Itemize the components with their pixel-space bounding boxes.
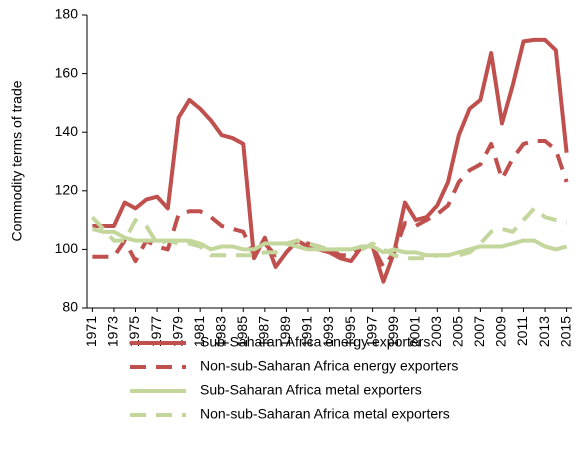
x-tick-label: 2005 — [450, 316, 466, 347]
x-tick-label: 2001 — [406, 316, 422, 347]
legend-label: Non-sub-Saharan Africa energy exporters — [200, 358, 458, 374]
x-tick-label: 1997 — [363, 316, 379, 347]
x-tick-label: 2003 — [428, 316, 444, 347]
x-tick-label: 2015 — [557, 316, 573, 347]
x-tick-label: 1989 — [277, 316, 293, 347]
x-tick-label: 1975 — [126, 316, 142, 347]
legend-label: Non-sub-Saharan Africa metal exporters — [200, 406, 450, 422]
x-tick-label: 1993 — [320, 316, 336, 347]
y-tick-label: 160 — [55, 64, 79, 80]
x-tick-label: 1995 — [342, 316, 358, 347]
x-tick-label: 2007 — [471, 316, 487, 347]
x-tick-label: 1979 — [169, 316, 185, 347]
x-tick-label: 1999 — [385, 316, 401, 347]
x-tick-label: 1983 — [212, 316, 228, 347]
y-tick-label: 80 — [62, 299, 78, 315]
x-tick-label: 1973 — [105, 316, 121, 347]
y-tick-label: 140 — [55, 123, 79, 139]
legend-label: Sub-Saharan Africa energy exporters — [200, 334, 430, 350]
y-tick-label: 100 — [55, 240, 79, 256]
y-axis-label: Commodity terms of trade — [9, 80, 25, 241]
x-tick-label: 2013 — [536, 316, 552, 347]
series-line — [92, 37, 569, 284]
x-tick-label: 1971 — [83, 316, 99, 347]
x-tick-label: 2011 — [514, 316, 530, 346]
x-tick-label: 1977 — [148, 316, 164, 347]
x-tick-label: 1987 — [256, 316, 272, 347]
x-tick-label: 1985 — [234, 316, 250, 347]
y-tick-label: 120 — [55, 182, 79, 198]
series-line — [92, 138, 569, 269]
series-line — [90, 206, 568, 261]
x-tick-label: 1981 — [191, 316, 207, 347]
y-tick-label: 180 — [55, 6, 79, 22]
legend-label: Sub-Saharan Africa metal exporters — [200, 382, 422, 398]
x-tick-label: 2009 — [493, 316, 509, 347]
x-tick-label: 1991 — [299, 316, 315, 347]
